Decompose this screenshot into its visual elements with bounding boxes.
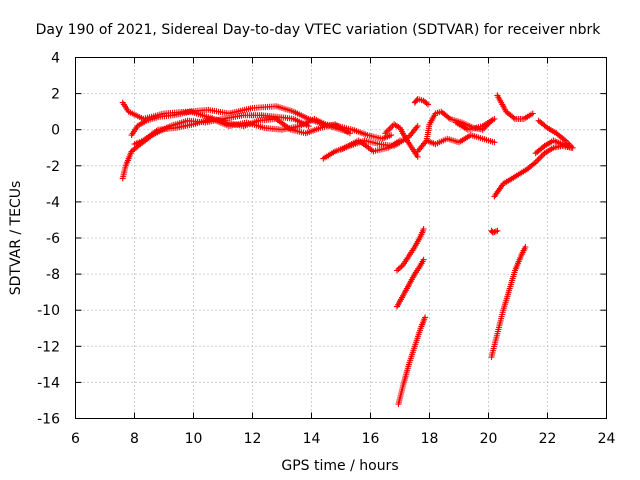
chart-title: Day 190 of 2021, Sidereal Day-to-day VTE… [36,22,602,38]
series-track-15 [535,117,576,151]
plus-marker-trace [338,137,403,155]
y-tick-label: 4 [51,51,60,67]
x-tick-labels: 6 8 10 12 14 16 18 20 22 24 [71,431,615,447]
y-tick-label: -10 [37,303,60,319]
y-tick-label: -12 [37,339,60,355]
x-tick-label: 16 [362,431,380,447]
y-tick-label: -2 [46,159,60,175]
plus-marker-trace [394,256,427,310]
series-track-16 [394,226,427,274]
plus-marker-trace [453,115,498,133]
series-track-20 [488,244,529,361]
y-tick-label: -6 [46,231,60,247]
plus-marker-trace [488,227,501,236]
x-tick-label: 6 [71,431,80,447]
y-tick-labels: 4 2 0 -2 -4 -6 -8 -10 -12 -14 -16 [37,51,60,428]
plus-marker-trace [395,314,429,408]
plus-marker-trace [488,244,529,361]
plus-marker-trace [491,142,575,200]
x-tick-label: 22 [539,431,557,447]
plus-marker-trace [535,117,576,151]
series-track-13 [491,142,575,200]
series-track-19 [488,227,501,236]
series-track-11 [453,115,498,133]
x-tick-label: 8 [130,431,139,447]
plus-marker-trace [411,96,431,108]
data-points [119,92,576,408]
series-track-10 [411,96,431,108]
y-tick-label: -8 [46,267,60,283]
y-tick-label: 2 [51,87,60,103]
x-tick-label: 24 [598,431,616,447]
y-tick-label: -16 [37,412,60,428]
grid-lines [75,57,607,419]
series-track-7 [382,121,421,160]
axis-ticks [75,57,607,419]
x-tick-label: 20 [480,431,498,447]
plus-marker-trace [532,137,575,157]
series-track-18 [395,314,429,408]
x-tick-label: 18 [421,431,439,447]
plus-marker-trace [382,121,421,160]
series-track-4 [128,108,353,139]
series-track-6 [338,137,403,155]
plus-marker-trace [394,226,427,274]
y-axis-label: SDTVAR / TECUs [8,181,24,296]
x-axis-label: GPS time / hours [281,458,398,474]
plus-marker-trace [128,108,353,139]
series-track-8 [414,132,498,155]
plot-frame [75,57,607,419]
x-tick-label: 12 [244,431,262,447]
plus-marker-trace [494,92,536,122]
series-track-12 [494,92,536,122]
plus-marker-trace [414,132,498,155]
y-tick-label: 0 [51,123,60,139]
y-tick-label: -4 [46,195,60,211]
series-track-17 [394,256,427,310]
series-track-14 [532,137,575,157]
y-tick-label: -14 [37,375,60,391]
x-tick-label: 14 [303,431,321,447]
x-tick-label: 10 [185,431,203,447]
